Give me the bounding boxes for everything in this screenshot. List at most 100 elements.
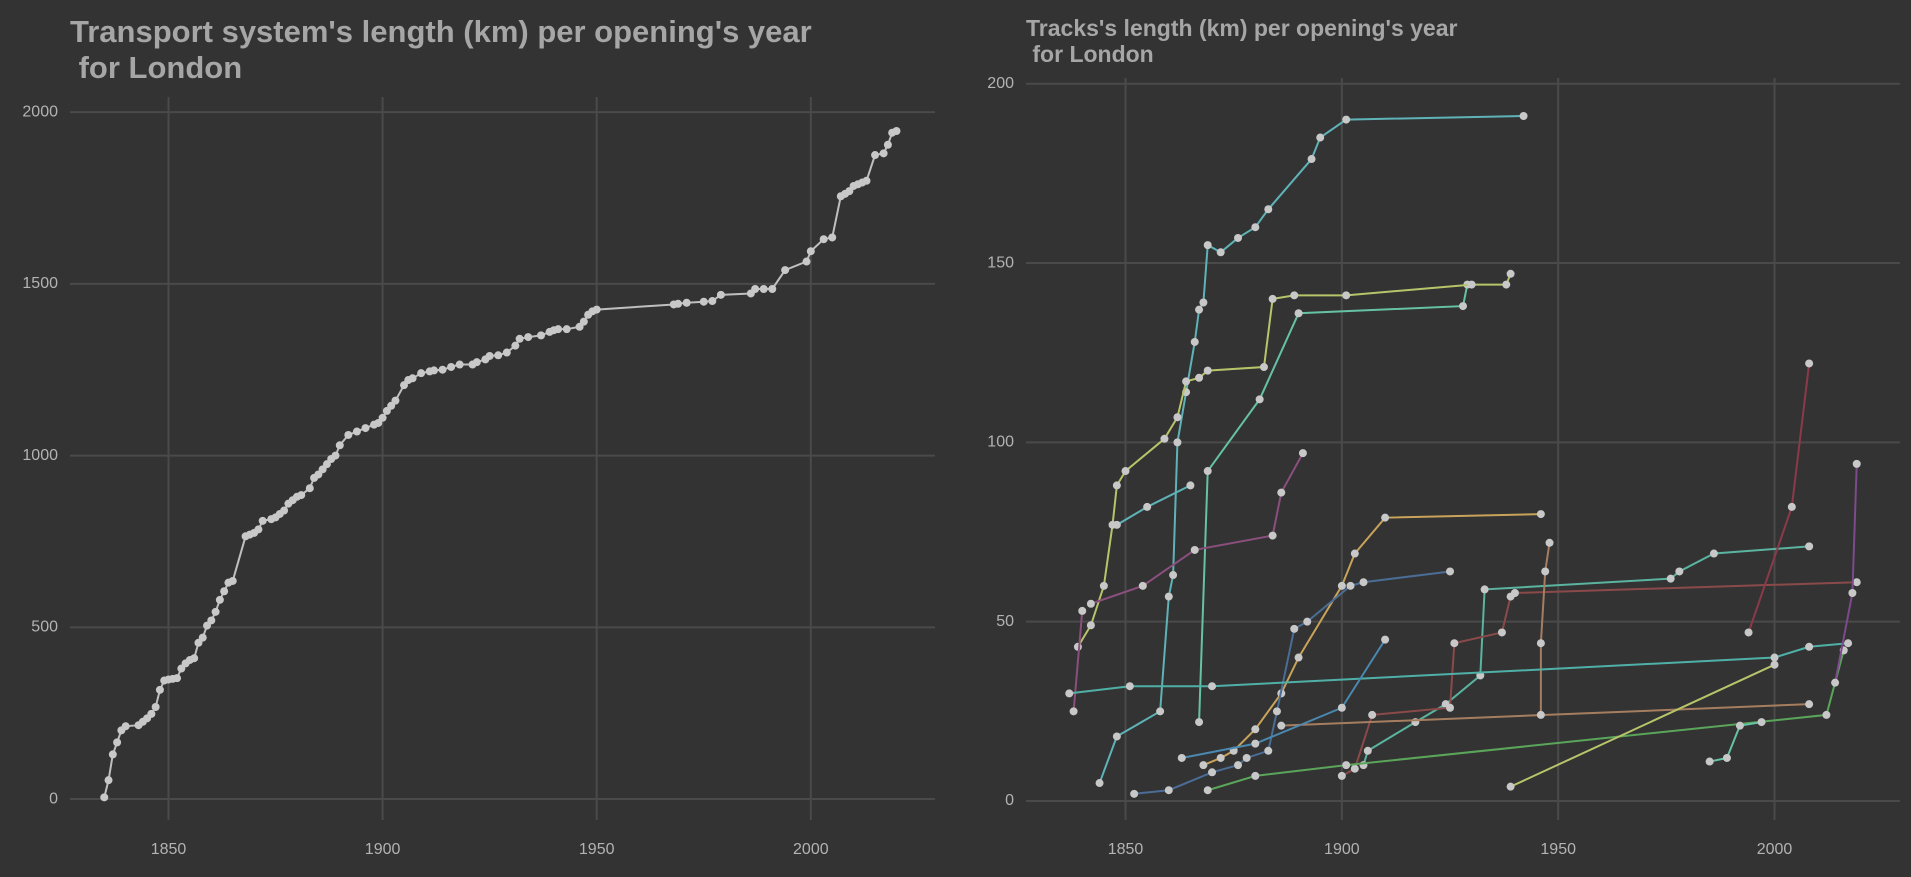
point [297,491,306,500]
point [1156,707,1165,716]
point [1182,377,1191,386]
point [1303,617,1312,626]
point [1480,585,1489,594]
point [305,484,314,493]
point [472,358,481,367]
point [1342,291,1351,300]
point [228,576,237,585]
y-tick-label: 50 [996,613,1014,630]
point [1787,502,1796,511]
y-tick-label: 500 [31,619,58,636]
point [554,325,563,334]
point [1831,678,1840,687]
point [1086,599,1095,608]
point [768,284,777,293]
point [1143,502,1152,511]
point [1259,363,1268,372]
point [1506,269,1515,278]
point [1065,689,1074,698]
line [1539,542,1551,715]
point [862,176,871,185]
point [280,506,289,515]
chart-title: Tracks's length (km) per opening's year … [1026,15,1458,68]
point [1069,707,1078,716]
point [220,587,229,596]
point [1709,549,1718,558]
line [1116,484,1191,526]
point [438,365,447,374]
point [806,247,815,256]
point [455,360,464,369]
point [198,633,207,642]
line [1747,363,1811,633]
point [1541,567,1550,576]
point [781,266,790,275]
line [1069,642,1849,695]
line [1203,513,1541,767]
point [447,362,456,371]
point [1190,337,1199,346]
point [1675,567,1684,576]
point [892,127,901,136]
point [1381,635,1390,644]
point [1277,488,1286,497]
point [1519,112,1528,121]
point [1099,581,1108,590]
point [1822,710,1831,719]
line [1510,663,1775,788]
point [1536,510,1545,519]
point [1346,581,1355,590]
point [1203,467,1212,476]
point [485,351,494,360]
point [207,616,216,625]
point [502,348,511,357]
point [258,516,267,525]
point [100,793,109,802]
point [1844,639,1853,648]
point [1255,395,1264,404]
point [1203,366,1212,375]
point [1199,761,1208,770]
point [562,325,571,334]
x-tick-label: 2000 [1757,841,1793,858]
point [1757,718,1766,727]
point [592,305,601,314]
point [1160,434,1169,443]
point [173,674,182,683]
point [1744,628,1753,637]
point [1195,305,1204,314]
x-tick-label: 1950 [1540,841,1576,858]
point [524,333,533,342]
x-tick-label: 1850 [1108,841,1144,858]
point [1342,761,1351,770]
point [1112,481,1121,490]
point [215,595,224,604]
point [1350,764,1359,773]
point [1251,739,1260,748]
point [1216,753,1225,762]
point [352,427,361,436]
point [1459,302,1467,311]
point [871,151,880,160]
point [1294,653,1303,662]
point [1177,753,1186,762]
line [1281,703,1810,727]
point [1536,639,1545,648]
point [819,235,828,244]
point [1294,309,1303,318]
point [378,413,387,422]
point [1770,660,1779,669]
x-tick-label: 1900 [1324,841,1360,858]
point [1805,359,1814,368]
point [699,297,708,306]
point [1125,682,1134,691]
line [1181,639,1386,759]
point [1234,233,1243,242]
point [1337,581,1346,590]
point [883,140,892,149]
point [1536,710,1545,719]
point [1199,298,1208,307]
y-tick-label: 0 [1005,792,1014,809]
line [1341,581,1857,777]
